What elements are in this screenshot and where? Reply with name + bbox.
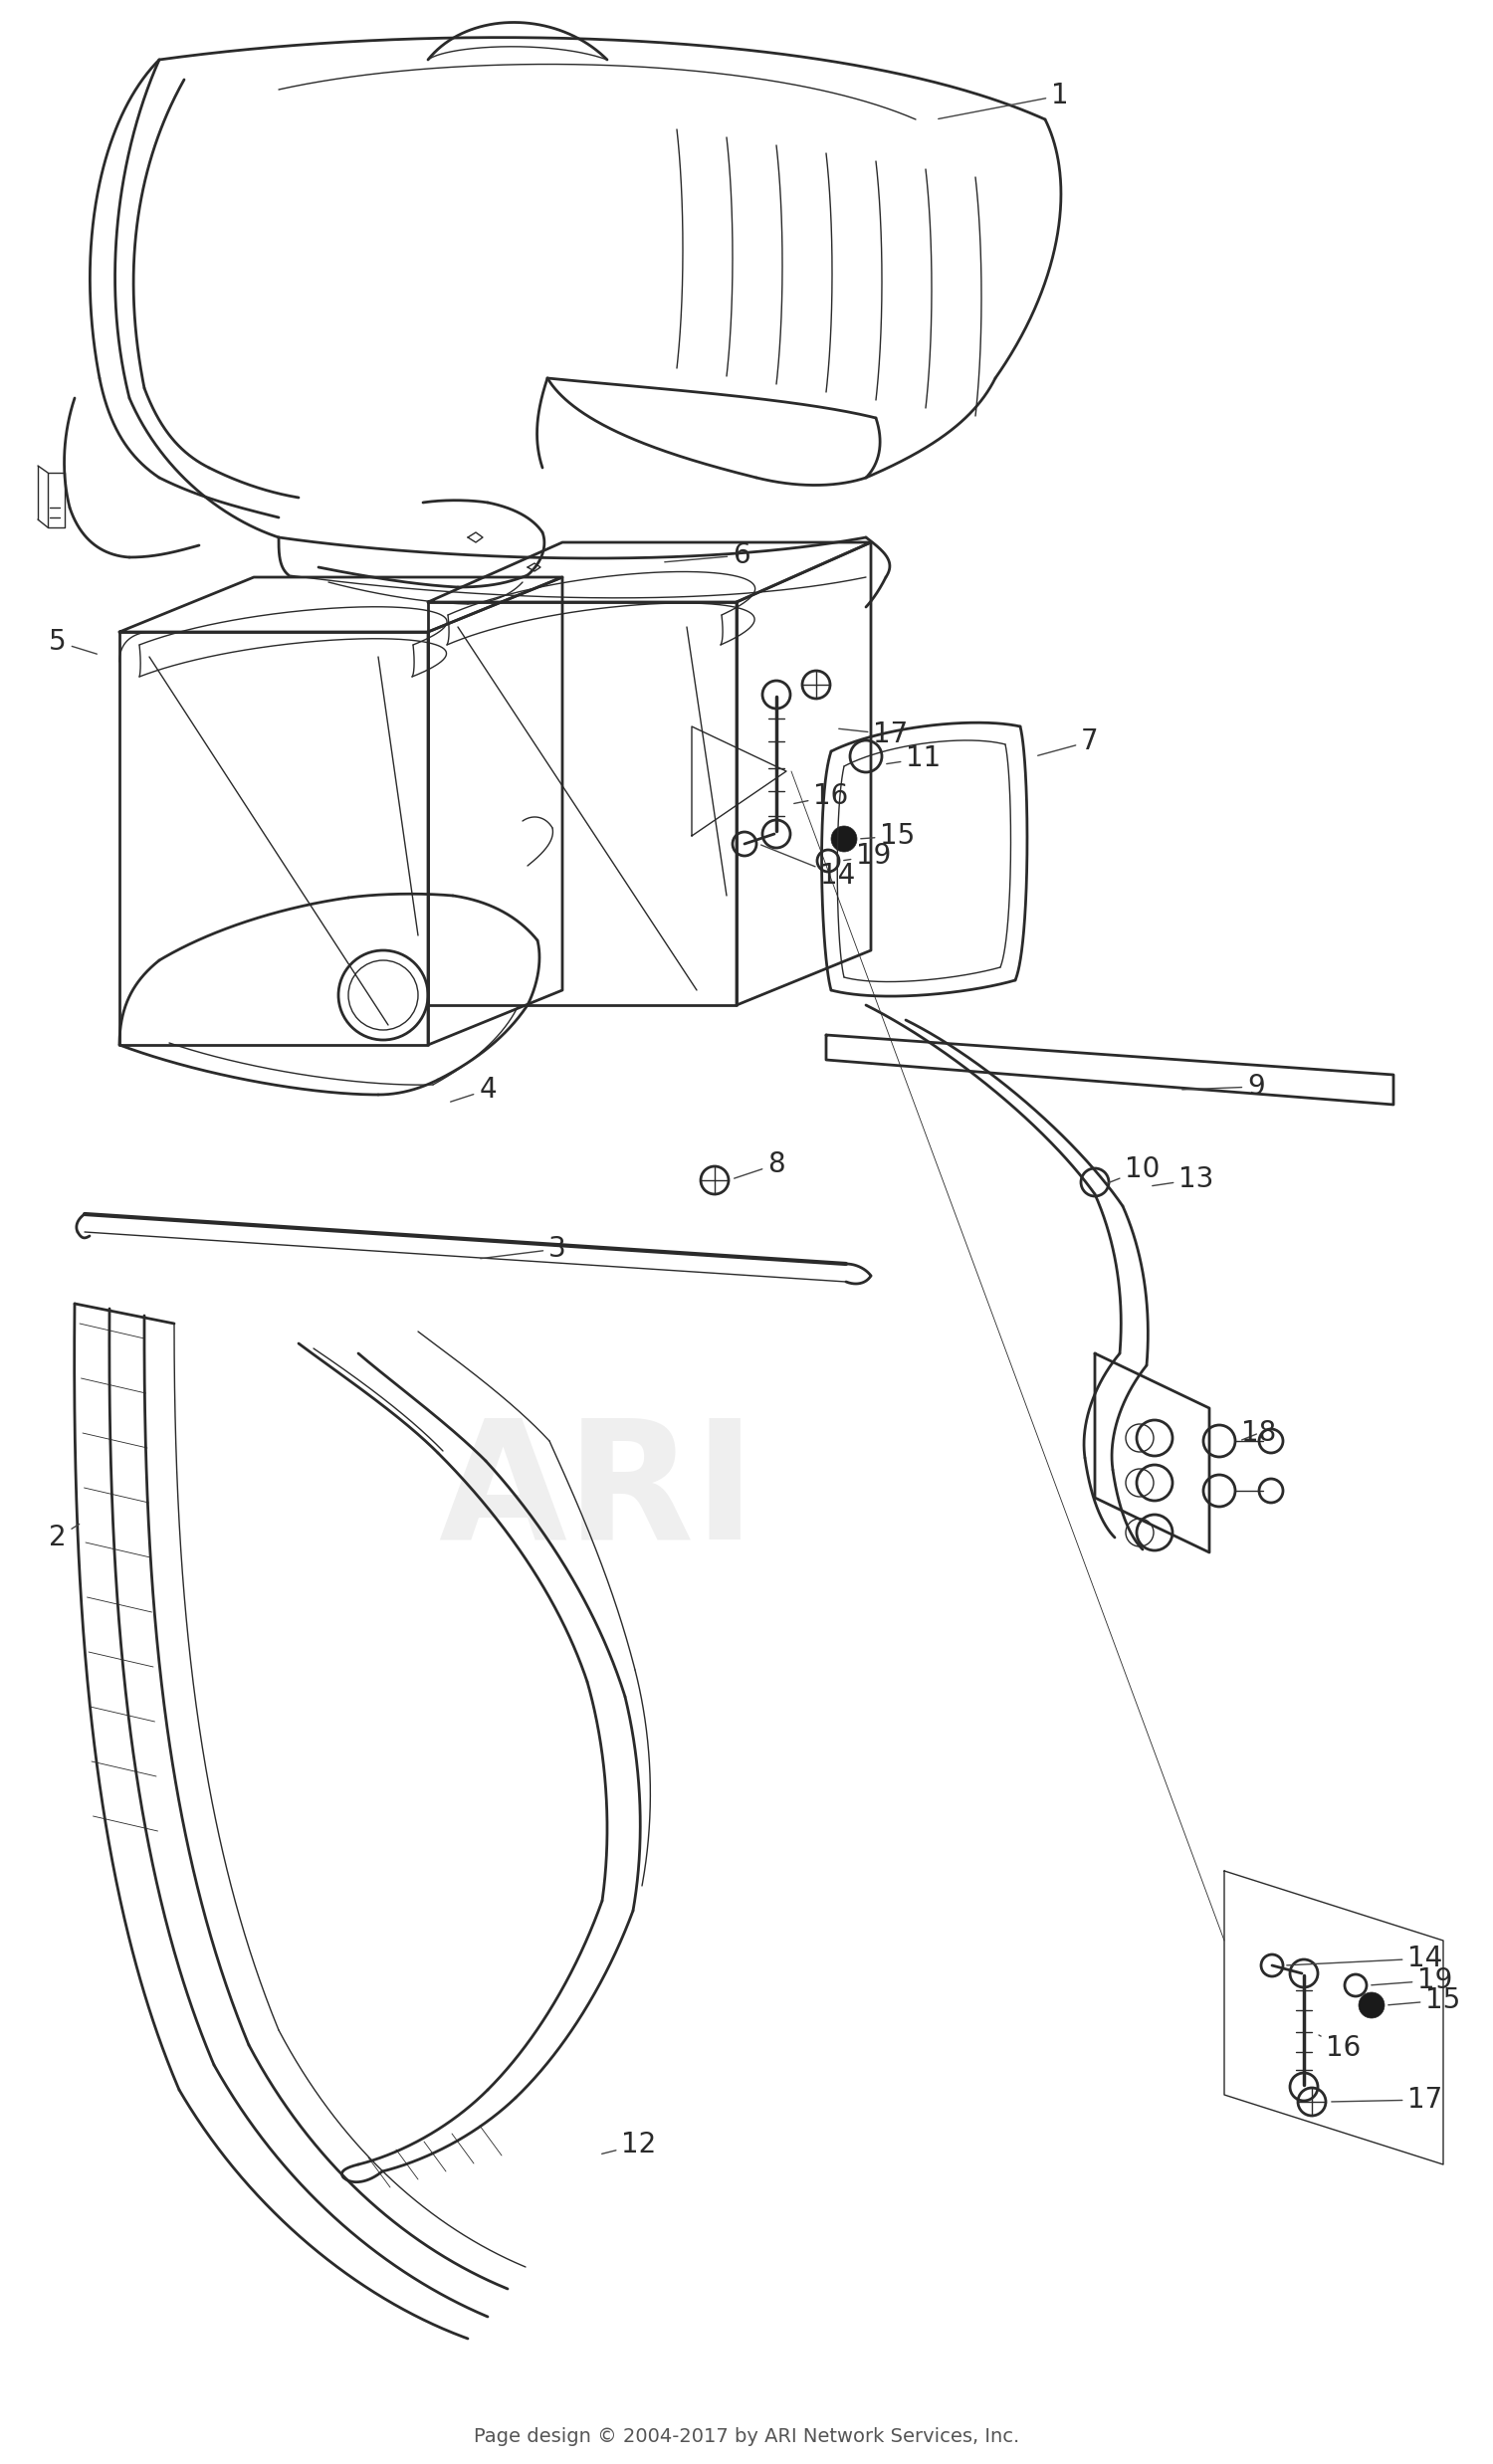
Text: 4: 4 <box>451 1077 497 1104</box>
Text: 16: 16 <box>794 781 848 811</box>
Text: 5: 5 <box>49 628 97 655</box>
Text: ARI: ARI <box>439 1412 755 1574</box>
Text: 17: 17 <box>1332 2087 1442 2114</box>
Text: 1: 1 <box>938 81 1069 118</box>
Text: 10: 10 <box>1108 1156 1160 1183</box>
Text: 3: 3 <box>481 1234 566 1264</box>
Text: 12: 12 <box>602 2131 657 2158</box>
Text: 7: 7 <box>1038 727 1099 756</box>
Text: 19: 19 <box>1372 1966 1453 1993</box>
Text: 6: 6 <box>664 542 751 569</box>
Text: 14: 14 <box>761 845 855 890</box>
Text: 15: 15 <box>1388 1986 1460 2013</box>
Text: 9: 9 <box>1182 1072 1265 1101</box>
Text: 16: 16 <box>1318 2035 1362 2062</box>
Text: 8: 8 <box>735 1151 785 1178</box>
Text: 11: 11 <box>887 744 941 771</box>
Text: 13: 13 <box>1153 1165 1214 1193</box>
Circle shape <box>832 825 857 853</box>
Text: 2: 2 <box>49 1523 79 1552</box>
Text: 19: 19 <box>844 843 891 870</box>
Text: 15: 15 <box>861 823 915 850</box>
Text: 17: 17 <box>839 719 908 749</box>
Text: Page design © 2004-2017 by ARI Network Services, Inc.: Page design © 2004-2017 by ARI Network S… <box>473 2427 1020 2447</box>
Text: 18: 18 <box>1242 1419 1277 1446</box>
Circle shape <box>1359 1993 1384 2018</box>
Text: 14: 14 <box>1287 1944 1442 1971</box>
